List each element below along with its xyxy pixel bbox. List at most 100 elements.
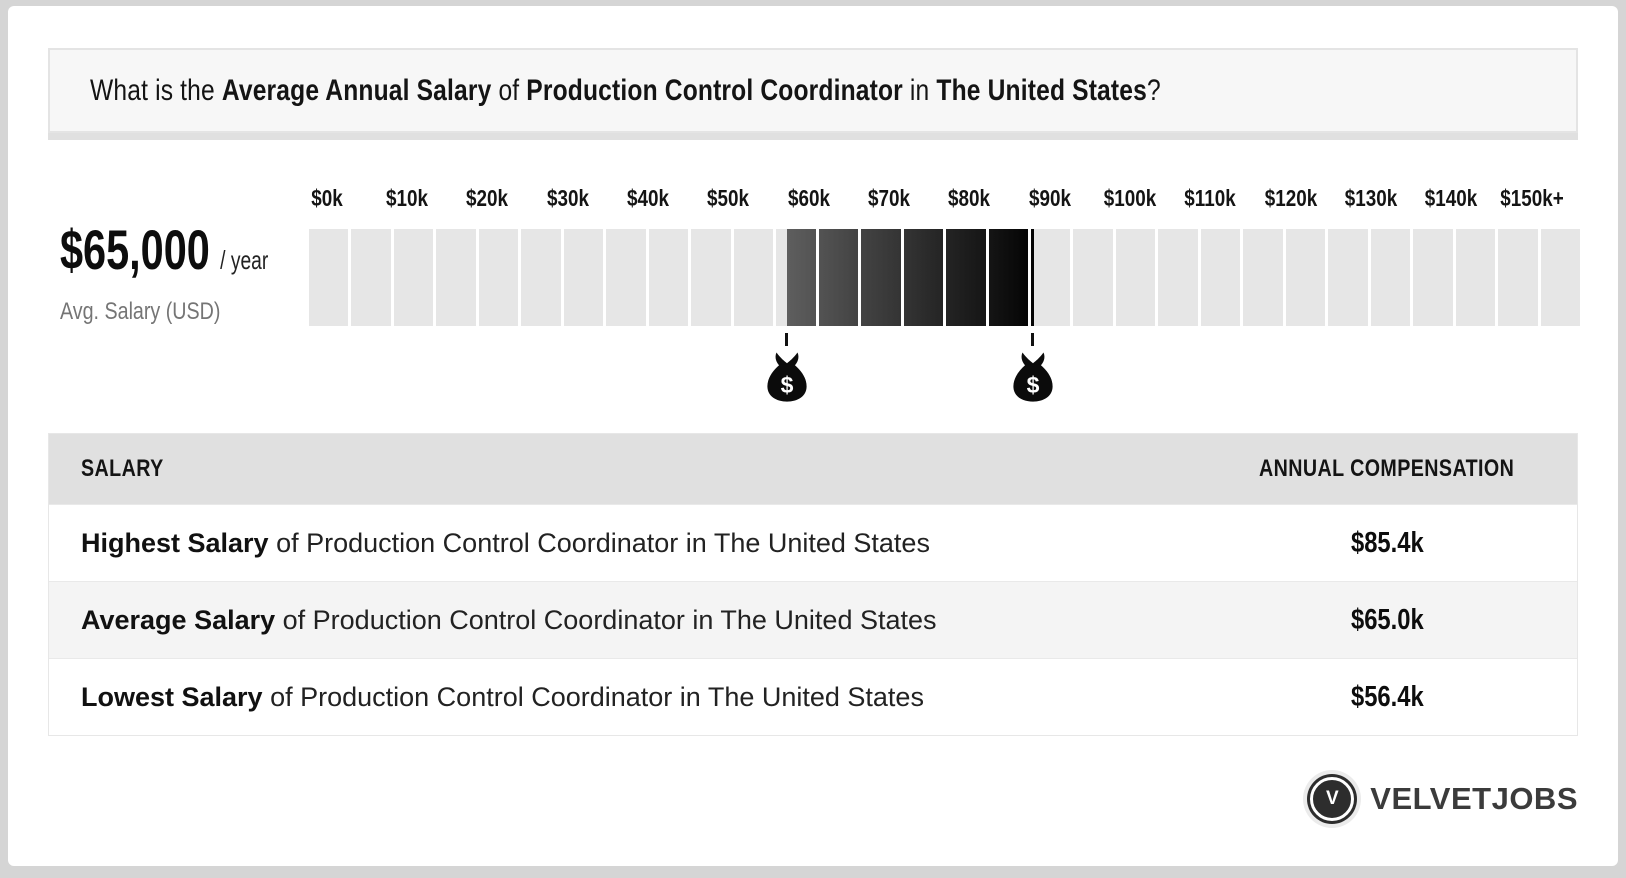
marker-tick [785, 333, 789, 346]
axis-tick-label: $100k [1103, 185, 1157, 211]
salary-column-header: SALARY [49, 455, 1197, 483]
compensation-value-cell: $56.4k [1197, 681, 1577, 714]
scale-segment [1158, 229, 1198, 326]
scale-segment [1115, 229, 1156, 326]
scale-segment [818, 229, 859, 326]
axis-tick-label: $30k [546, 185, 589, 211]
axis-tick-label: $70k [868, 185, 911, 211]
axis-tick-label: $60k [787, 185, 830, 211]
scale-segment [521, 229, 561, 326]
scale-segment [946, 229, 986, 326]
axis-tick-label: $40k [627, 185, 670, 211]
row-term: Highest Salary [81, 527, 269, 558]
title-text: What is the [90, 73, 222, 107]
axis-tick-label: $140k [1425, 185, 1478, 211]
scale-segment [1030, 229, 1071, 326]
scale-segment [1413, 229, 1453, 326]
velvetjobs-logo[interactable]: V VELVETJOBS [1307, 774, 1578, 824]
compensation-column-header: ANNUAL COMPENSATION [1197, 455, 1577, 483]
table-row-average: Average Salary of Production Control Coo… [49, 581, 1577, 658]
avg-salary-caption: Avg. Salary (USD) [60, 298, 221, 325]
svg-text:$: $ [780, 372, 793, 398]
average-salary-summary: $65,000 / year Avg. Salary (USD) [60, 177, 309, 404]
salary-column-header-label: SALARY [81, 455, 164, 482]
money-bag-icon: $ [1013, 352, 1053, 402]
title-bold-country: The United States [936, 73, 1147, 107]
axis-tick-label: $130k [1344, 185, 1398, 211]
row-term: Average Salary [81, 604, 276, 635]
axis-tick-label: $150k+ [1499, 185, 1564, 211]
row-label: Highest Salary of Production Control Coo… [49, 528, 1197, 559]
salary-table: SALARY ANNUAL COMPENSATION Highest Salar… [48, 433, 1578, 736]
highest-salary-marker: $ [1010, 326, 1056, 402]
compensation-value: $56.4k [1350, 680, 1424, 713]
row-term: Lowest Salary [81, 681, 263, 712]
axis-tick-label: $50k [707, 185, 750, 211]
scale-segment [1540, 229, 1581, 326]
scale-segment [1328, 229, 1368, 326]
scale-segment [309, 229, 349, 326]
svg-text:$: $ [1026, 372, 1039, 398]
scale-segment [1370, 229, 1411, 326]
row-rest: of Production Control Coordinator in The… [275, 604, 937, 635]
scale-segment [563, 229, 604, 326]
scale-segment [1455, 229, 1496, 326]
scale-segment [903, 229, 944, 326]
table-row-lowest: Lowest Salary of Production Control Coor… [49, 658, 1577, 735]
scale-segment [1285, 229, 1326, 326]
row-rest: of Production Control Coordinator in The… [262, 681, 924, 712]
scale-segment [861, 229, 901, 326]
title-bold-salary: Average Annual Salary [221, 73, 492, 107]
scale-segment [351, 229, 391, 326]
compensation-value-cell: $65.0k [1197, 604, 1577, 637]
average-salary-line: $65,000 / year [60, 217, 268, 282]
axis-tick-label: $0k [311, 185, 343, 211]
axis-tick-label: $20k [466, 185, 509, 211]
main-card: What is the Average Annual Salary of Pro… [8, 6, 1618, 866]
scale-segment [1498, 229, 1538, 326]
page-title: What is the Average Annual Salary of Pro… [90, 74, 1161, 108]
salary-scale-section: $65,000 / year Avg. Salary (USD) $0k $10k… [8, 177, 1618, 404]
average-salary-amount: $65,000 [60, 218, 210, 281]
salary-scale-chart: $0k $10k $20k $30k $40k $50k $60k $70k $80k $90k $… [309, 177, 1581, 404]
scale-segment [1073, 229, 1113, 326]
scale-segment [1200, 229, 1241, 326]
scale-segment [988, 229, 1028, 326]
title-text: ? [1146, 73, 1161, 107]
marker-tick [1031, 333, 1035, 346]
axis-tick-label: $120k [1264, 185, 1317, 211]
question-banner: What is the Average Annual Salary of Pro… [48, 48, 1578, 133]
title-bold-role: Production Control Coordinator [526, 73, 903, 107]
row-label: Lowest Salary of Production Control Coor… [49, 682, 1197, 713]
axis-tick-label: $80k [948, 185, 991, 211]
row-rest: of Production Control Coordinator in The… [268, 527, 930, 558]
compensation-value: $65.0k [1350, 603, 1424, 636]
table-row-highest: Highest Salary of Production Control Coo… [49, 504, 1577, 581]
per-year-label: / year [220, 245, 269, 275]
scale-segment [691, 229, 731, 326]
axis-tick-label: $110k [1184, 185, 1237, 211]
scale-segment [1243, 229, 1283, 326]
row-label: Average Salary of Production Control Coo… [49, 605, 1197, 636]
scale-segment [478, 229, 519, 326]
compensation-column-header-label: ANNUAL COMPENSATION [1259, 455, 1515, 482]
scale-segment [393, 229, 434, 326]
scale-segment [436, 229, 476, 326]
velvetjobs-logo-icon: V [1307, 774, 1358, 824]
axis-tick-label: $10k [386, 185, 429, 211]
salary-range-bar [309, 229, 1581, 326]
scale-segment [648, 229, 689, 326]
velvetjobs-logo-letter: V [1310, 777, 1355, 821]
scale-segment [776, 229, 816, 326]
salary-range-markers: $ $ [309, 326, 1580, 404]
compensation-value: $85.4k [1350, 526, 1424, 559]
money-bag-icon: $ [767, 352, 807, 402]
scale-segment [606, 229, 646, 326]
footer: V VELVETJOBS [48, 774, 1578, 824]
axis-tick-labels: $0k $10k $20k $30k $40k $50k $60k $70k $80k $90k $… [309, 177, 1580, 229]
lowest-salary-marker: $ [764, 326, 810, 402]
velvetjobs-logo-text: VELVETJOBS [1370, 781, 1578, 816]
axis-tick-label: $90k [1028, 185, 1071, 211]
title-text: of [491, 73, 527, 107]
scale-segment [733, 229, 774, 326]
